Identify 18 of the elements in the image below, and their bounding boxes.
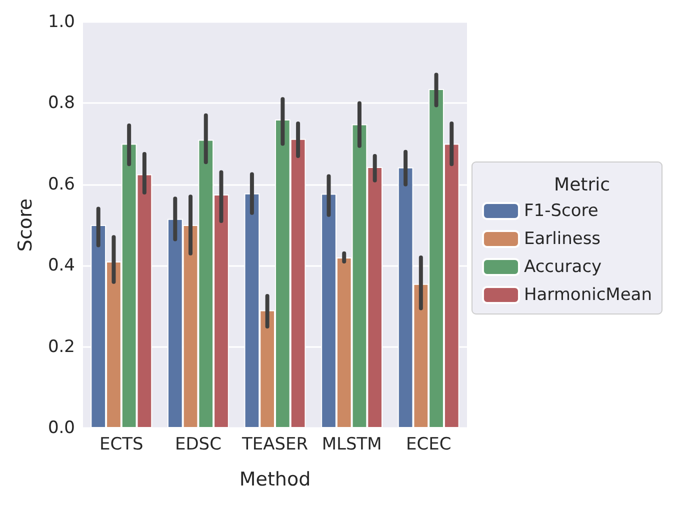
y-tick-label: 0.4 (48, 256, 75, 276)
y-tick-label: 0.0 (48, 418, 75, 438)
x-axis-title: Method (239, 468, 311, 490)
x-tick-label: TEASER (240, 434, 308, 454)
legend-title: Metric (554, 174, 610, 196)
legend-label: F1-Score (524, 201, 598, 221)
y-axis-title: Score (14, 198, 36, 252)
y-tick-label: 1.0 (48, 12, 75, 32)
legend-label: Accuracy (524, 257, 602, 277)
y-tick-label: 0.6 (48, 174, 75, 194)
legend-label: Earliness (524, 229, 601, 249)
x-tick-label: ECTS (100, 434, 144, 454)
y-tick-label: 0.2 (48, 336, 75, 357)
x-tick-label: ECEC (406, 434, 452, 454)
x-tick-label: MLSTM (322, 434, 382, 454)
legend-label: HarmonicMean (524, 285, 652, 305)
y-tick-label: 0.8 (48, 93, 75, 114)
x-tick-label: EDSC (174, 434, 222, 454)
